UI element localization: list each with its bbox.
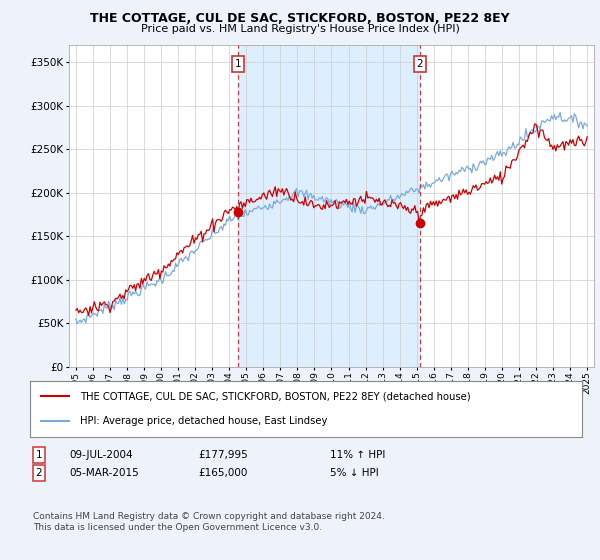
Text: THE COTTAGE, CUL DE SAC, STICKFORD, BOSTON, PE22 8EY (detached house): THE COTTAGE, CUL DE SAC, STICKFORD, BOST… bbox=[80, 391, 470, 402]
Text: 05-MAR-2015: 05-MAR-2015 bbox=[69, 468, 139, 478]
Text: THE COTTAGE, CUL DE SAC, STICKFORD, BOSTON, PE22 8EY: THE COTTAGE, CUL DE SAC, STICKFORD, BOST… bbox=[90, 12, 510, 25]
Text: Price paid vs. HM Land Registry's House Price Index (HPI): Price paid vs. HM Land Registry's House … bbox=[140, 24, 460, 34]
Text: £177,995: £177,995 bbox=[198, 450, 248, 460]
Text: 5% ↓ HPI: 5% ↓ HPI bbox=[330, 468, 379, 478]
Text: Contains HM Land Registry data © Crown copyright and database right 2024.
This d: Contains HM Land Registry data © Crown c… bbox=[33, 512, 385, 532]
Text: 11% ↑ HPI: 11% ↑ HPI bbox=[330, 450, 385, 460]
Text: 2: 2 bbox=[416, 59, 423, 69]
Text: 2: 2 bbox=[35, 468, 43, 478]
Text: 1: 1 bbox=[235, 59, 242, 69]
Text: HPI: Average price, detached house, East Lindsey: HPI: Average price, detached house, East… bbox=[80, 416, 327, 426]
Text: 1: 1 bbox=[35, 450, 43, 460]
Bar bbox=[238, 45, 420, 367]
Text: 09-JUL-2004: 09-JUL-2004 bbox=[69, 450, 133, 460]
Text: £165,000: £165,000 bbox=[198, 468, 247, 478]
